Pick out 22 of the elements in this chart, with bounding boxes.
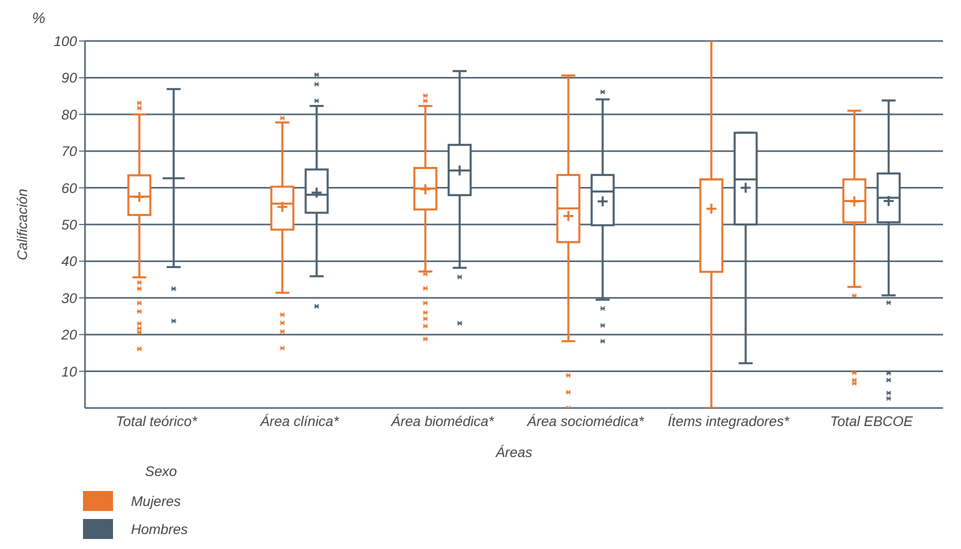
y-tick-label: 90 [61, 70, 78, 86]
y-tick-label: 70 [61, 143, 78, 160]
x-tick-label: Total teórico* [116, 412, 198, 429]
y-tick-label: 20 [60, 326, 78, 343]
legend-title: Sexo [145, 463, 178, 479]
y-tick-label: 10 [61, 363, 78, 380]
y-tick-label: 50 [61, 216, 78, 232]
x-tick-label: Área biomédica* [390, 412, 494, 429]
x-tick-label: Área sociomédica* [526, 412, 644, 429]
x-tick-label: Ítems integradores* [668, 412, 790, 429]
y-tick-label: 100 [54, 32, 78, 49]
legend-label: Hombres [131, 521, 188, 537]
y-tick-label: 80 [61, 106, 78, 122]
x-tick-label: Área clínica* [259, 412, 340, 429]
y-tick-label: 30 [61, 290, 78, 306]
x-axis-title: Áreas [494, 444, 532, 460]
y-axis-title: Calificación [14, 188, 30, 260]
legend-label: Mujeres [131, 493, 181, 509]
y-tick-label: 60 [61, 180, 78, 196]
text: % [32, 10, 46, 27]
x-tick-label: Total EBCOE [830, 412, 914, 429]
y-tick-label: 40 [61, 253, 78, 270]
